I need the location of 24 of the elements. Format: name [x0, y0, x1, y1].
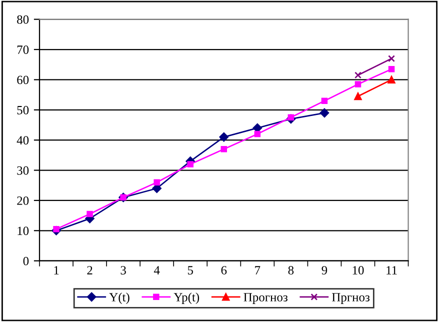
x-tick-label: 2: [87, 266, 92, 274]
y-tick-label: 20: [17, 196, 29, 205]
legend-label: Прогноз: [244, 293, 288, 304]
legend-label: Yp(t): [174, 292, 200, 304]
y-tick-label: 60: [17, 76, 29, 84]
legend-label: Пргноз: [332, 293, 370, 304]
x-tick-label: 11: [386, 266, 397, 274]
x-tick-label: 6: [221, 266, 227, 274]
y-tick-label: 50: [17, 106, 29, 114]
x-tick-label: 10: [352, 266, 364, 274]
x-tick-label: 1: [54, 266, 59, 274]
legend-label: Y(t): [109, 292, 130, 304]
y-tick-label: 70: [17, 46, 29, 54]
y-tick-label: 10: [18, 226, 29, 236]
x-tick-label: 7: [255, 266, 260, 274]
y-tick-label: 30: [17, 166, 29, 175]
y-tick-label: 0: [23, 256, 29, 266]
y-tick-label: 40: [16, 136, 29, 145]
x-tick-label: 9: [322, 266, 328, 274]
x-tick-label: 3: [120, 266, 126, 274]
x-tick-label: 4: [154, 266, 160, 274]
x-tick-label: 5: [188, 266, 194, 274]
y-tick-label: 80: [17, 15, 29, 24]
x-tick-label: 8: [288, 266, 294, 274]
